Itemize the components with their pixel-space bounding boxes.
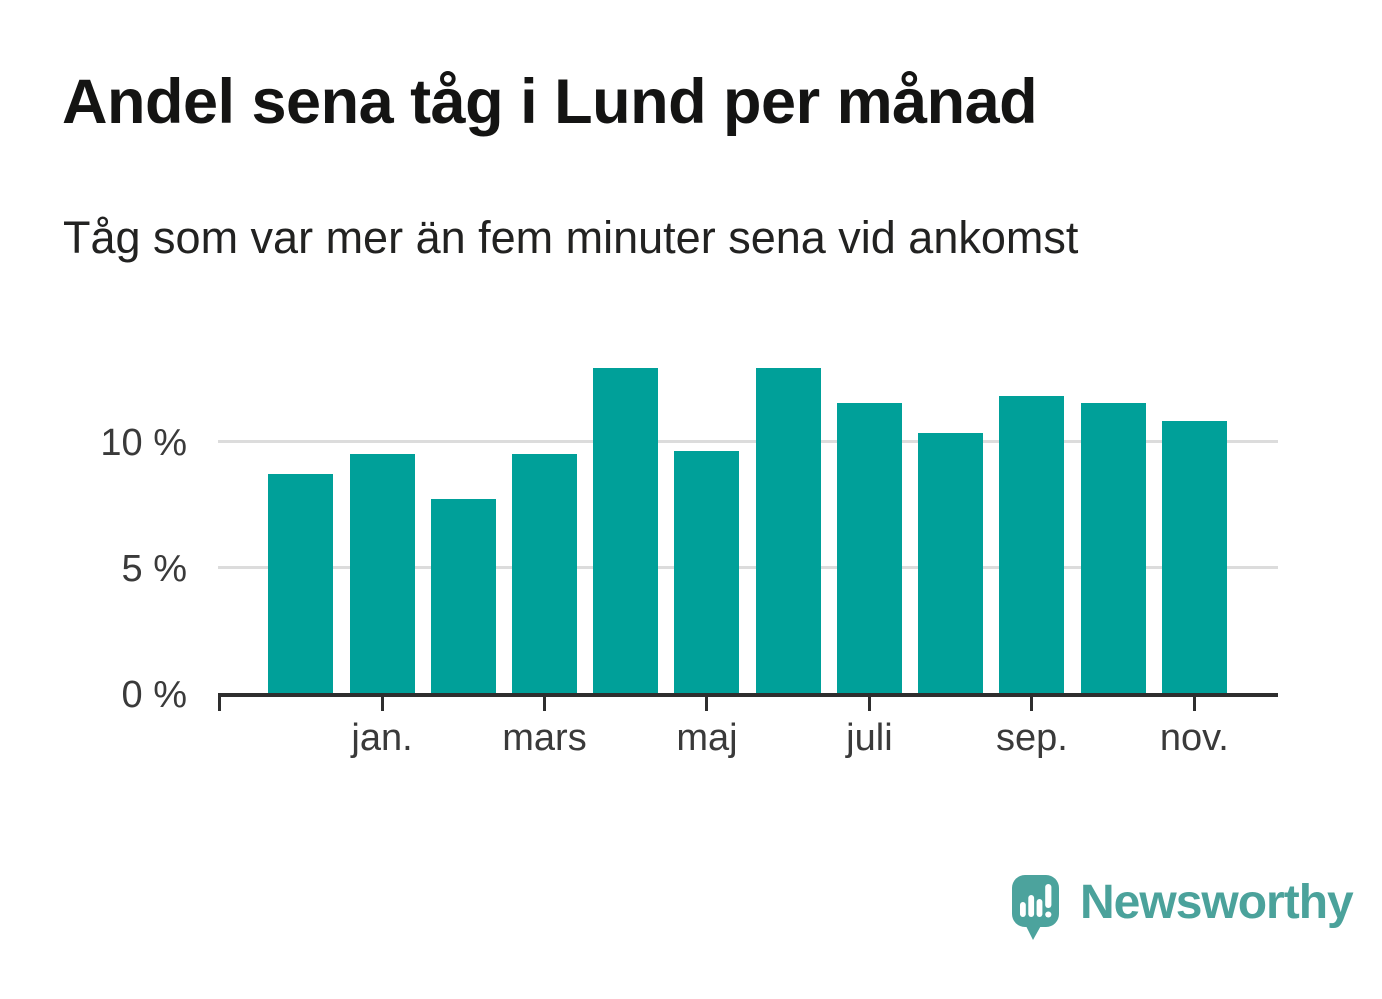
y-gridline — [218, 439, 1278, 443]
x-axis-tick — [1030, 697, 1034, 711]
bar — [1161, 420, 1227, 693]
x-axis-tick — [380, 697, 384, 711]
bar — [918, 433, 984, 693]
bar — [430, 498, 496, 693]
newsworthy-logo: Newsworthy — [1012, 874, 1382, 944]
newsworthy-wordmark: Newsworthy — [1080, 876, 1354, 929]
x-axis-tick — [1192, 697, 1196, 711]
y-gridline — [218, 565, 1278, 569]
bar — [674, 451, 740, 693]
x-axis-label: jan. — [351, 717, 413, 759]
x-axis-label: sep. — [995, 717, 1068, 759]
chart-subtitle: Tåg som var mer än fem minuter sena vid … — [63, 212, 1079, 263]
y-axis-label: 5 % — [121, 548, 187, 590]
x-axis-tick — [867, 697, 871, 711]
bar — [999, 395, 1065, 693]
bar — [511, 453, 577, 693]
x-axis-label: mars — [502, 717, 587, 759]
x-axis-label: juli — [846, 717, 893, 759]
x-axis-tick — [705, 697, 709, 711]
y-axis-label: 0 % — [121, 674, 187, 716]
bar — [593, 367, 659, 693]
x-axis-tick — [218, 697, 222, 711]
y-axis-label: 10 % — [100, 422, 187, 464]
bar — [268, 473, 334, 693]
x-axis-tick — [542, 697, 546, 711]
bar — [349, 453, 415, 693]
newsworthy-logo-icon — [1012, 875, 1059, 940]
bar — [755, 367, 821, 693]
bar — [836, 403, 902, 693]
chart-title: Andel sena tåg i Lund per månad — [62, 67, 1038, 137]
x-axis-label: maj — [676, 717, 738, 759]
x-axis-line — [218, 693, 1278, 697]
bar — [1080, 403, 1146, 693]
x-axis-label: nov. — [1159, 717, 1229, 759]
